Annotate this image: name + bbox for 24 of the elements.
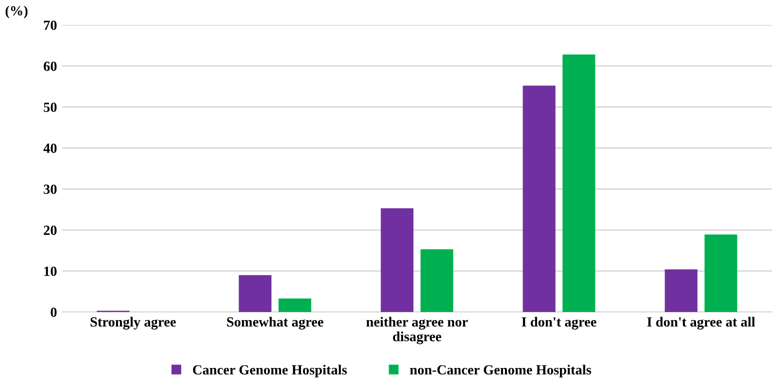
bar bbox=[704, 234, 738, 312]
y-tick-label: 10 bbox=[44, 266, 57, 276]
y-tick-label: 60 bbox=[44, 62, 57, 71]
bar bbox=[522, 86, 556, 312]
x-tick-label: I don't agree at all bbox=[647, 316, 756, 330]
y-tick-label: 70 bbox=[44, 20, 57, 30]
bar bbox=[238, 275, 272, 312]
y-tick-label: 40 bbox=[43, 144, 57, 153]
x-tick-label: neither agree nor disagree bbox=[366, 316, 468, 344]
y-tick-label: 20 bbox=[44, 226, 57, 235]
y-tick-label: 0 bbox=[50, 308, 57, 317]
legend-label: Cancer Genome Hospitals bbox=[193, 364, 347, 378]
bar bbox=[278, 298, 312, 312]
bar bbox=[420, 249, 454, 312]
x-tick-label: Strongly agree bbox=[90, 316, 176, 330]
bar bbox=[380, 208, 414, 312]
bar bbox=[664, 269, 698, 312]
y-tick-label: 50 bbox=[44, 102, 57, 112]
legend-label: non-Cancer Genome Hospitals bbox=[410, 364, 592, 378]
x-tick-label: I don't agree bbox=[522, 316, 596, 330]
x-tick-label: Somewhat agree bbox=[227, 316, 324, 330]
y-tick-label: 30 bbox=[44, 184, 57, 194]
bar bbox=[562, 54, 596, 312]
y-axis-title: (%) bbox=[6, 6, 28, 18]
